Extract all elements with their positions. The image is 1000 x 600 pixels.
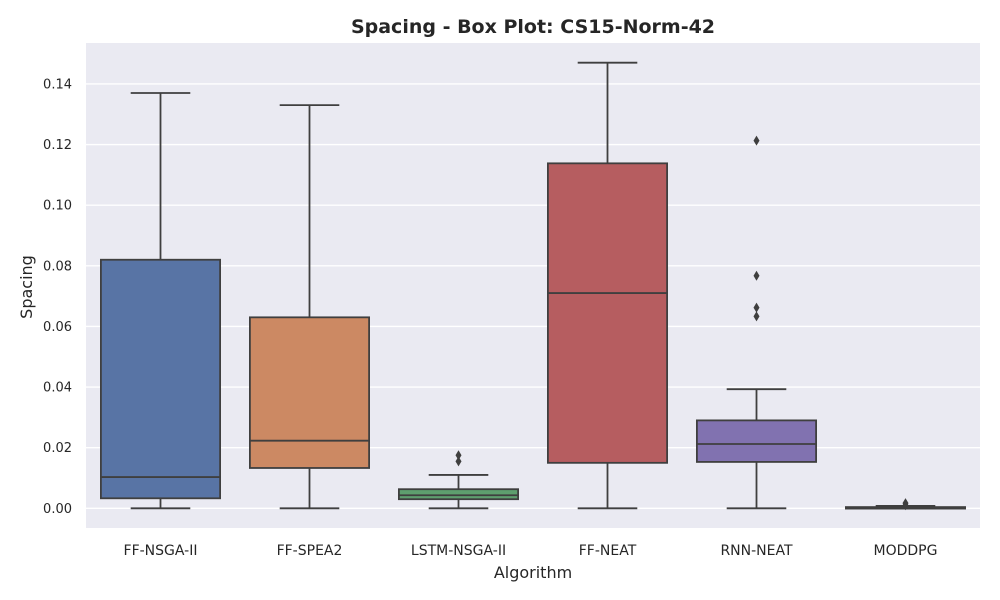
x-axis-label: Algorithm bbox=[494, 563, 572, 582]
boxes-layer bbox=[100, 61, 967, 511]
y-tick-label: 0.10 bbox=[43, 199, 72, 214]
y-tick-label: 0.04 bbox=[43, 381, 72, 396]
y-tick-label: 0.14 bbox=[43, 77, 72, 92]
box-body bbox=[547, 162, 669, 464]
y-tick-label: 0.00 bbox=[43, 502, 72, 517]
x-tick-label: FF-SPEA2 bbox=[277, 543, 343, 559]
y-tick-label: 0.08 bbox=[43, 259, 72, 274]
outlier-point bbox=[455, 450, 462, 461]
y-axis-label: Spacing bbox=[17, 255, 36, 319]
box-body bbox=[397, 488, 519, 501]
outlier-point bbox=[455, 456, 462, 467]
box-ff-neat bbox=[547, 61, 669, 510]
grid-lines bbox=[86, 83, 980, 509]
y-tick-label: 0.06 bbox=[43, 320, 72, 335]
box-ff-nsga-ii bbox=[100, 92, 221, 510]
outlier-point bbox=[753, 270, 760, 281]
box-lstm-nsga-ii bbox=[397, 450, 519, 510]
box-body bbox=[248, 316, 370, 469]
chart-title: Spacing - Box Plot: CS15-Norm-42 bbox=[351, 16, 715, 38]
outlier-point bbox=[902, 498, 909, 509]
outlier-point bbox=[753, 135, 760, 146]
box-rnn-neat bbox=[696, 135, 818, 510]
x-tick-label: LSTM-NSGA-II bbox=[411, 543, 506, 559]
x-tick-labels: FF-NSGA-II FF-SPEA2 LSTM-NSGA-II FF-NEAT RNN… bbox=[124, 543, 938, 559]
outlier-point bbox=[753, 311, 760, 322]
x-tick-label: MODDPG bbox=[874, 543, 938, 559]
box-body bbox=[696, 419, 818, 463]
y-tick-label: 0.02 bbox=[43, 441, 72, 456]
x-tick-label: FF-NEAT bbox=[579, 543, 637, 559]
y-tick-label: 0.12 bbox=[43, 138, 72, 153]
box-moddpg bbox=[845, 498, 967, 511]
x-tick-label: FF-NSGA-II bbox=[124, 543, 198, 559]
outlier-point bbox=[753, 302, 760, 313]
y-tick-labels: 0.00 0.02 0.04 0.06 0.08 0.10 0.12 0.14 bbox=[43, 77, 72, 516]
x-tick-label: RNN-NEAT bbox=[720, 543, 793, 559]
box-ff-spea2 bbox=[248, 104, 370, 510]
box-body bbox=[100, 258, 221, 500]
